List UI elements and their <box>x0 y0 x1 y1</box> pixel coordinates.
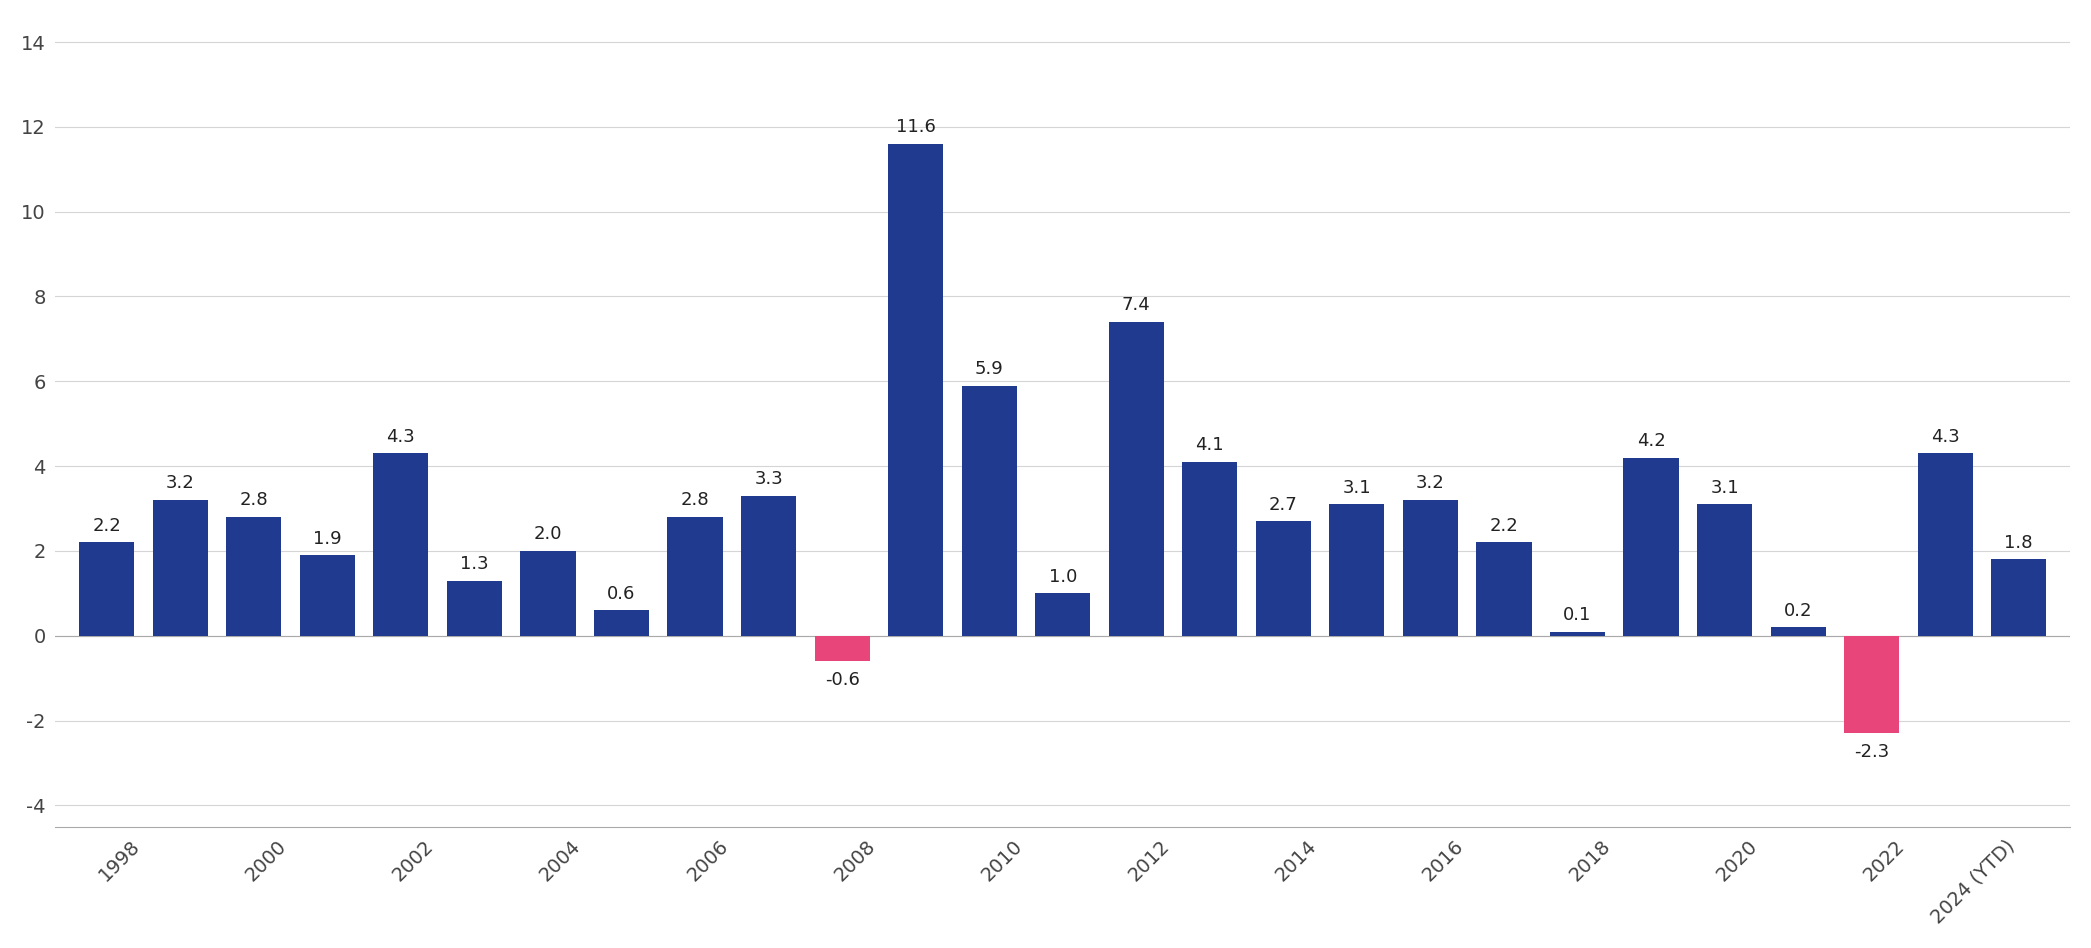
Text: -2.3: -2.3 <box>1855 742 1890 760</box>
Bar <box>1771 628 1825 636</box>
Text: 7.4: 7.4 <box>1123 297 1150 315</box>
Bar <box>1991 559 2047 636</box>
Text: 0.1: 0.1 <box>1564 606 1591 624</box>
Bar <box>1623 458 1679 636</box>
Bar <box>153 500 207 636</box>
Bar <box>1035 593 1089 636</box>
Bar <box>79 542 134 636</box>
Bar <box>1181 462 1238 636</box>
Text: 2.2: 2.2 <box>92 517 121 535</box>
Bar <box>1257 521 1311 636</box>
Bar <box>1403 500 1457 636</box>
Bar <box>667 517 723 636</box>
Bar <box>1108 322 1165 636</box>
Bar <box>1698 504 1752 636</box>
Text: 0.6: 0.6 <box>606 585 636 603</box>
Text: 2.0: 2.0 <box>533 525 562 543</box>
Text: 11.6: 11.6 <box>895 118 935 137</box>
Bar <box>740 496 797 636</box>
Text: 1.0: 1.0 <box>1048 568 1077 586</box>
Text: 4.2: 4.2 <box>1637 432 1664 450</box>
Bar <box>374 453 429 636</box>
Bar <box>594 611 648 636</box>
Text: 3.2: 3.2 <box>1416 474 1445 492</box>
Text: 5.9: 5.9 <box>974 360 1004 378</box>
Bar <box>1917 453 1972 636</box>
Bar <box>521 551 575 636</box>
Bar <box>1476 542 1531 636</box>
Text: 2.8: 2.8 <box>682 491 709 509</box>
Text: 4.3: 4.3 <box>387 428 416 446</box>
Bar <box>447 580 502 636</box>
Text: 3.3: 3.3 <box>755 470 782 488</box>
Text: 1.3: 1.3 <box>460 555 489 573</box>
Bar <box>226 517 282 636</box>
Bar <box>815 636 870 661</box>
Text: -0.6: -0.6 <box>824 670 859 688</box>
Text: 2.2: 2.2 <box>1489 517 1518 535</box>
Bar <box>1844 636 1899 734</box>
Text: 3.1: 3.1 <box>1342 479 1372 497</box>
Bar <box>1330 504 1384 636</box>
Bar <box>299 556 355 636</box>
Bar <box>1549 631 1606 636</box>
Text: 2.7: 2.7 <box>1269 496 1299 514</box>
Text: 1.8: 1.8 <box>2005 534 2032 552</box>
Bar <box>889 144 943 636</box>
Bar <box>962 386 1016 636</box>
Text: 4.3: 4.3 <box>1930 428 1959 446</box>
Text: 3.2: 3.2 <box>165 474 194 492</box>
Text: 4.1: 4.1 <box>1196 436 1223 454</box>
Text: 2.8: 2.8 <box>240 491 268 509</box>
Text: 0.2: 0.2 <box>1784 602 1813 620</box>
Text: 3.1: 3.1 <box>1710 479 1740 497</box>
Text: 1.9: 1.9 <box>314 530 341 548</box>
